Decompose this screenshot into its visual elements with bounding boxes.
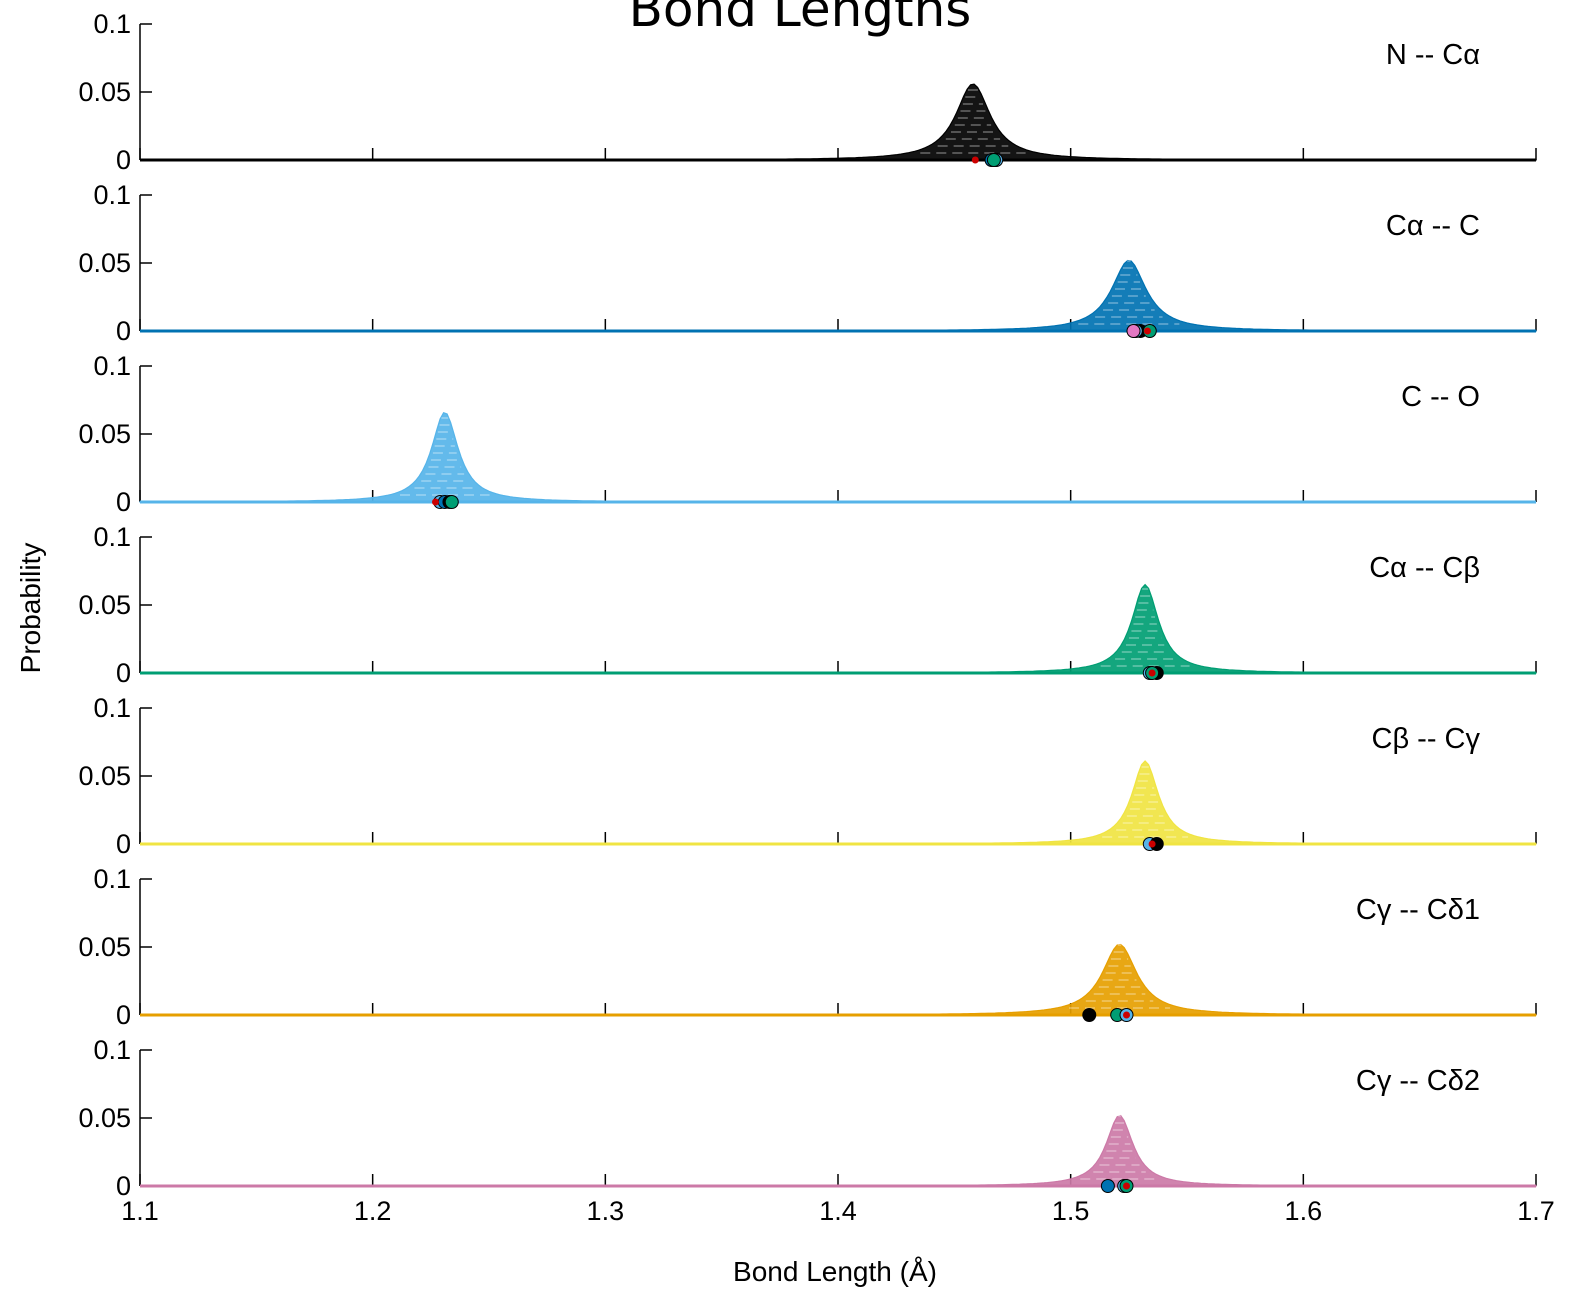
x-tick-label: 1.3: [587, 1196, 625, 1226]
reference-marker: [1082, 1008, 1097, 1022]
x-tick-label: 1.1: [121, 1196, 159, 1226]
reference-marker: [1123, 1011, 1131, 1019]
y-tick-label: 0.05: [78, 590, 131, 620]
panel-6: 0 0.05 0.1 Cγ -- Cδ1: [78, 864, 1537, 1030]
y-tick-label: 0.1: [93, 864, 131, 894]
y-tick-label: 0.1: [93, 522, 131, 552]
panels-group: 0 0.05 0.1 N -- Cα 0 0.05 0.1 Cα -- C 0 0.05 0.1 C …: [78, 9, 1554, 1226]
x-tick-label: 1.4: [819, 1196, 857, 1226]
panel-7: 0 0.05 0.1 Cγ -- Cδ2: [78, 1035, 1537, 1201]
y-tick-label: 0: [116, 145, 131, 175]
panel-label: Cα -- Cβ: [1369, 552, 1480, 584]
y-tick-label: 0: [116, 487, 131, 517]
y-tick-label: 0.1: [93, 351, 131, 381]
reference-marker: [1123, 1182, 1131, 1190]
x-tick-label: 1.2: [354, 1196, 392, 1226]
panel-label: C -- O: [1401, 381, 1480, 413]
x-tick-label: 1.7: [1517, 1196, 1555, 1226]
reference-marker: [1126, 324, 1141, 338]
y-tick-label: 0: [116, 1171, 131, 1201]
reference-marker: [971, 156, 979, 164]
y-tick-label: 0.1: [93, 9, 131, 39]
reference-marker: [1143, 327, 1151, 335]
chart-title: Bond Lengths: [629, 0, 972, 38]
panel-label: N -- Cα: [1386, 39, 1480, 71]
y-tick-label: 0.05: [78, 419, 131, 449]
y-tick-label: 0: [116, 829, 131, 859]
distribution-area: [140, 760, 1537, 845]
y-axis-label: Probability: [15, 543, 46, 674]
y-tick-label: 0.05: [78, 932, 131, 962]
panel-4: 0 0.05 0.1 Cα -- Cβ: [78, 522, 1537, 688]
reference-marker: [1148, 669, 1156, 677]
reference-marker: [431, 498, 439, 506]
x-axis-label: Bond Length (Å): [733, 1256, 937, 1287]
y-tick-label: 0.05: [78, 761, 131, 791]
panel-label: Cγ -- Cδ2: [1356, 1065, 1480, 1097]
x-tick-label: 1.5: [1052, 1196, 1090, 1226]
y-tick-label: 0.1: [93, 180, 131, 210]
reference-marker: [444, 495, 459, 509]
x-tick-label: 1.6: [1285, 1196, 1323, 1226]
reference-marker: [986, 153, 1001, 167]
y-tick-label: 0.1: [93, 1035, 131, 1065]
panel-2: 0 0.05 0.1 Cα -- C: [78, 180, 1537, 346]
y-tick-label: 0.05: [78, 1103, 131, 1133]
reference-marker: [1148, 840, 1156, 848]
panel-label: Cβ -- Cγ: [1372, 723, 1481, 755]
panel-label: Cγ -- Cδ1: [1356, 894, 1480, 926]
y-tick-label: 0: [116, 316, 131, 346]
y-tick-label: 0: [116, 658, 131, 688]
y-tick-label: 0.1: [93, 693, 131, 723]
y-tick-label: 0.05: [78, 77, 131, 107]
panel-3: 0 0.05 0.1 C -- O: [78, 351, 1537, 517]
distribution-area: [139, 411, 1536, 503]
y-tick-label: 0: [116, 1000, 131, 1030]
distribution-area: [140, 583, 1537, 674]
reference-marker: [1100, 1179, 1115, 1193]
panel-label: Cα -- C: [1386, 210, 1480, 242]
panel-5: 0 0.05 0.1 Cβ -- Cγ: [78, 693, 1537, 859]
y-tick-label: 0.05: [78, 248, 131, 278]
panel-1: 0 0.05 0.1 N -- Cα: [78, 9, 1537, 175]
